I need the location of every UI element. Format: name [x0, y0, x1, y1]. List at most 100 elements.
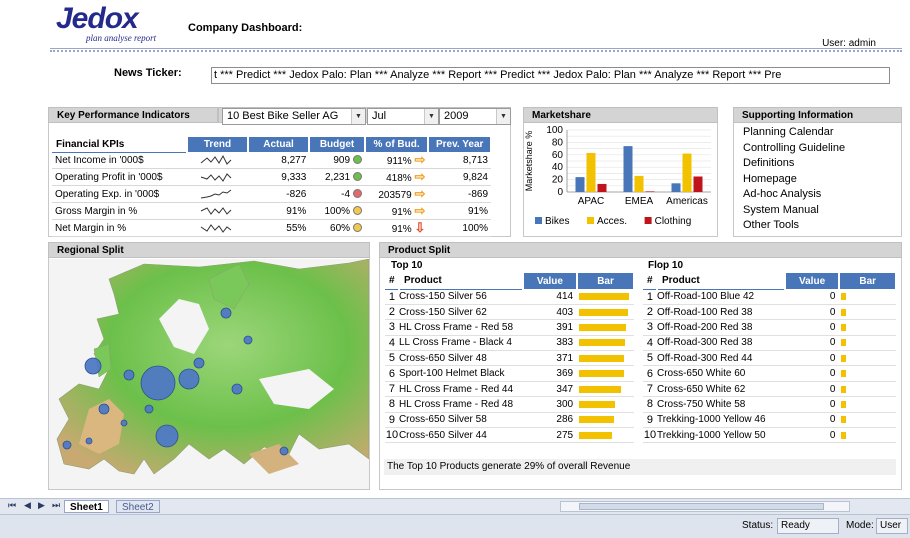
product-rank: 10	[385, 427, 399, 444]
month-select[interactable]: Jul ▼	[367, 108, 439, 125]
region-bubble[interactable]	[155, 424, 179, 448]
product-row: 1 Off-Road-100 Blue 42 0	[643, 289, 896, 305]
y-tick-label: 100	[546, 125, 563, 136]
product-row: 3 HL Cross Frame - Red 58 391	[385, 319, 634, 336]
product-name: Off-Road-100 Blue 42	[656, 289, 785, 305]
region-bubble[interactable]	[243, 335, 253, 345]
product-bar	[579, 385, 622, 393]
region-bubble[interactable]	[123, 369, 135, 381]
link-homepage[interactable]: Homepage	[743, 172, 797, 185]
first-sheet-icon[interactable]: ⏮	[8, 500, 17, 510]
region-bubble[interactable]	[98, 403, 110, 415]
product-bar-cell	[839, 396, 896, 413]
product-name: HL Cross Frame - Red 48	[398, 396, 523, 413]
link-adhoc-analysis[interactable]: Ad-hoc Analysis	[743, 188, 822, 200]
horizontal-scrollbar[interactable]	[560, 501, 850, 512]
product-bar-cell	[577, 396, 634, 413]
product-bar-cell	[577, 319, 634, 336]
product-value: 0	[784, 319, 840, 336]
logo-tagline: plan analyse report	[86, 33, 157, 43]
region-bubble[interactable]	[193, 357, 205, 369]
kpi-prev: 8,713	[428, 152, 491, 169]
product-value: 369	[522, 365, 578, 382]
next-sheet-icon[interactable]: ▶	[38, 500, 45, 510]
product-rank: 1	[385, 289, 399, 305]
product-bar-cell	[577, 335, 634, 352]
region-bubble[interactable]	[144, 404, 154, 414]
region-bubble[interactable]	[62, 440, 72, 450]
chevron-down-icon[interactable]: ▼	[424, 109, 438, 124]
tab-sheet1[interactable]: Sheet1	[64, 500, 109, 513]
product-name: Cross-650 Silver 48	[398, 350, 523, 367]
scrollbar-thumb[interactable]	[579, 503, 824, 510]
kpi-row: Net Income in '000$ 8,277 909 911% ⇨ 8,713	[52, 152, 491, 169]
link-other-tools[interactable]: Other Tools	[743, 219, 800, 231]
product-row: 4 LL Cross Frame - Black 4 383	[385, 335, 634, 352]
product-row: 7 Cross-650 White 62 0	[643, 381, 896, 398]
product-value: 0	[784, 396, 840, 413]
news-ticker: t *** Predict *** Jedox Palo: Plan *** A…	[211, 67, 890, 84]
product-bar	[579, 339, 626, 347]
region-bubble[interactable]	[85, 437, 93, 445]
product-rank: 9	[643, 412, 657, 429]
kpi-pct: 91%	[391, 207, 412, 218]
product-bar-cell	[839, 289, 896, 305]
product-rank: 8	[385, 396, 399, 413]
link-controlling-guideline[interactable]: Controlling Guideline	[743, 141, 846, 154]
kpi-budget: 909	[333, 154, 351, 166]
product-rank: 4	[643, 335, 657, 352]
chart-bar	[634, 175, 644, 192]
kpi-col-header: Prev. Year	[428, 137, 492, 152]
kpi-trend	[187, 185, 248, 203]
europe-map[interactable]	[49, 259, 369, 489]
link-definitions[interactable]: Definitions	[743, 157, 795, 169]
region-bubble[interactable]	[279, 446, 289, 456]
last-sheet-icon[interactable]: ⏭	[52, 500, 61, 510]
chart-bar	[671, 183, 681, 192]
link-planning-calendar[interactable]: Planning Calendar	[743, 126, 834, 138]
legend-swatch	[535, 217, 542, 224]
tab-sheet2[interactable]: Sheet2	[116, 500, 160, 513]
product-select[interactable]: 10 Best Bike Seller AG ▼	[222, 108, 366, 125]
product-row: 8 Cross-750 White 58 0	[643, 396, 896, 413]
chevron-down-icon[interactable]: ▼	[351, 109, 365, 124]
product-name: LL Cross Frame - Black 4	[398, 335, 523, 352]
product-bar	[841, 339, 847, 347]
region-bubble[interactable]	[140, 365, 176, 401]
kpi-name: Net Income in '000$	[52, 152, 188, 169]
sparkline-icon	[201, 189, 232, 199]
flop10-title: Flop 10	[648, 260, 684, 271]
product-bar	[841, 416, 847, 424]
col-rank: #	[643, 273, 658, 290]
chevron-down-icon[interactable]: ▼	[496, 109, 510, 124]
kpi-actual: -826	[247, 185, 310, 203]
col-bar: Bar	[839, 273, 897, 289]
chart-bar	[645, 191, 655, 192]
product-rank: 6	[643, 365, 657, 382]
kpi-budget-cell: 2,231	[309, 168, 365, 186]
product-bar-cell	[839, 335, 896, 352]
region-bubble[interactable]	[178, 368, 200, 390]
link-system-manual[interactable]: System Manual	[743, 203, 819, 216]
kpi-pct-cell: 418% ⇨	[364, 168, 429, 186]
region-bubble[interactable]	[84, 357, 102, 375]
region-bubble[interactable]	[120, 419, 128, 427]
product-name: Trekking-1000 Yellow 46	[656, 412, 785, 429]
year-select[interactable]: 2009 ▼	[439, 108, 511, 125]
product-rank: 3	[643, 319, 657, 336]
product-rank: 9	[385, 412, 399, 429]
kpi-col-header: Budget	[309, 137, 366, 152]
trend-arrow-icon: ⇩	[414, 220, 426, 235]
product-name: Cross-650 White 62	[656, 381, 785, 398]
region-bubble[interactable]	[231, 383, 243, 395]
product-name: Off-Road-300 Red 38	[656, 335, 785, 352]
kpi-prev: -869	[428, 185, 491, 203]
product-bar	[841, 308, 847, 316]
product-name: Trekking-1000 Yellow 50	[656, 427, 785, 444]
product-value: 0	[784, 304, 840, 321]
region-bubble[interactable]	[220, 307, 232, 319]
product-bar	[579, 431, 613, 439]
prev-sheet-icon[interactable]: ◀	[24, 500, 31, 510]
y-tick-label: 40	[552, 162, 564, 173]
product-bar	[841, 431, 847, 439]
